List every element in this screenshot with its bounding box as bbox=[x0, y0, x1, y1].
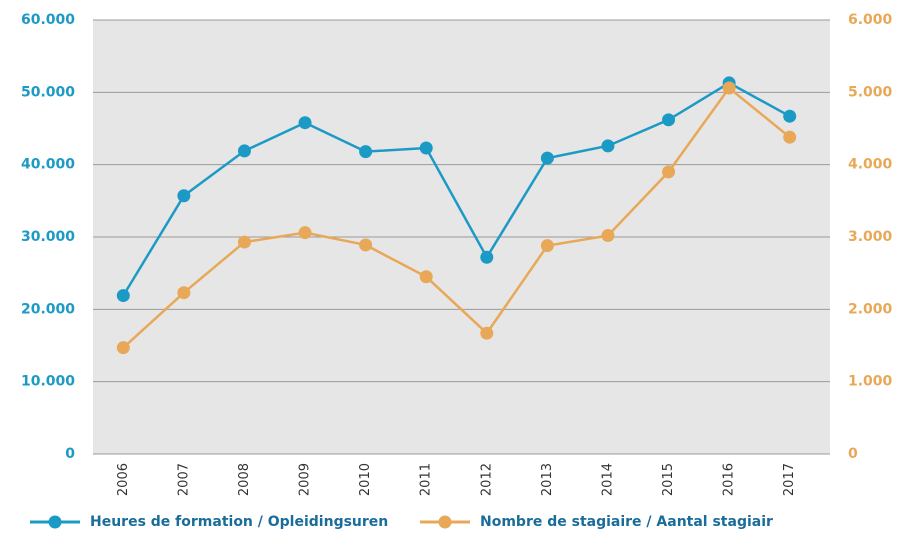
y-tick-label: 30.000 bbox=[21, 229, 75, 245]
y-tick-label: 10.000 bbox=[21, 374, 75, 390]
y2-tick-label: 1.000 bbox=[848, 374, 893, 390]
legend-label: Nombre de stagiaire / Aantal stagiair bbox=[480, 514, 773, 530]
data-point bbox=[540, 151, 554, 165]
x-tick-label: 2017 bbox=[782, 463, 797, 496]
data-point bbox=[783, 130, 797, 144]
legend-label: Heures de formation / Opleidingsuren bbox=[90, 514, 388, 530]
data-point bbox=[359, 145, 373, 159]
legend-marker bbox=[48, 515, 62, 529]
x-tick-label: 2011 bbox=[419, 463, 434, 496]
data-point bbox=[480, 250, 494, 264]
data-point bbox=[722, 81, 736, 95]
y-tick-label: 60.000 bbox=[21, 12, 75, 28]
data-point bbox=[177, 189, 191, 203]
y2-tick-label: 2.000 bbox=[848, 301, 893, 317]
y-tick-label: 50.000 bbox=[21, 84, 75, 100]
y2-tick-label: 4.000 bbox=[848, 157, 893, 173]
data-point bbox=[116, 341, 130, 355]
data-point bbox=[419, 141, 433, 155]
x-tick-label: 2016 bbox=[722, 463, 737, 496]
y2-tick-label: 6.000 bbox=[848, 12, 893, 28]
x-tick-label: 2014 bbox=[600, 463, 615, 496]
data-point bbox=[601, 139, 615, 153]
data-point bbox=[298, 226, 312, 240]
y2-tick-label: 3.000 bbox=[848, 229, 893, 245]
x-tick-label: 2007 bbox=[176, 463, 191, 496]
y2-tick-label: 0 bbox=[848, 446, 858, 462]
data-point bbox=[237, 144, 251, 158]
data-point bbox=[783, 109, 797, 123]
x-tick-label: 2013 bbox=[540, 463, 555, 496]
series-line bbox=[122, 81, 791, 297]
data-point bbox=[177, 286, 191, 300]
x-tick-label: 2015 bbox=[661, 463, 676, 496]
data-point bbox=[601, 229, 615, 243]
data-point bbox=[237, 235, 251, 249]
data-point bbox=[480, 326, 494, 340]
data-point bbox=[540, 239, 554, 253]
data-point bbox=[419, 270, 433, 284]
x-tick-label: 2008 bbox=[237, 463, 252, 496]
data-point bbox=[662, 165, 676, 179]
y-tick-label: 0 bbox=[65, 446, 75, 462]
data-point bbox=[662, 113, 676, 127]
data-point bbox=[359, 238, 373, 252]
data-point bbox=[116, 289, 130, 303]
legend-marker bbox=[438, 515, 452, 529]
data-point bbox=[298, 116, 312, 130]
y-tick-label: 20.000 bbox=[21, 301, 75, 317]
x-tick-label: 2006 bbox=[116, 463, 131, 496]
y2-tick-label: 5.000 bbox=[848, 84, 893, 100]
x-tick-label: 2009 bbox=[298, 463, 313, 496]
y-tick-label: 40.000 bbox=[21, 157, 75, 173]
series-line bbox=[122, 86, 791, 349]
x-tick-label: 2012 bbox=[479, 463, 494, 496]
x-tick-label: 2010 bbox=[358, 463, 373, 496]
